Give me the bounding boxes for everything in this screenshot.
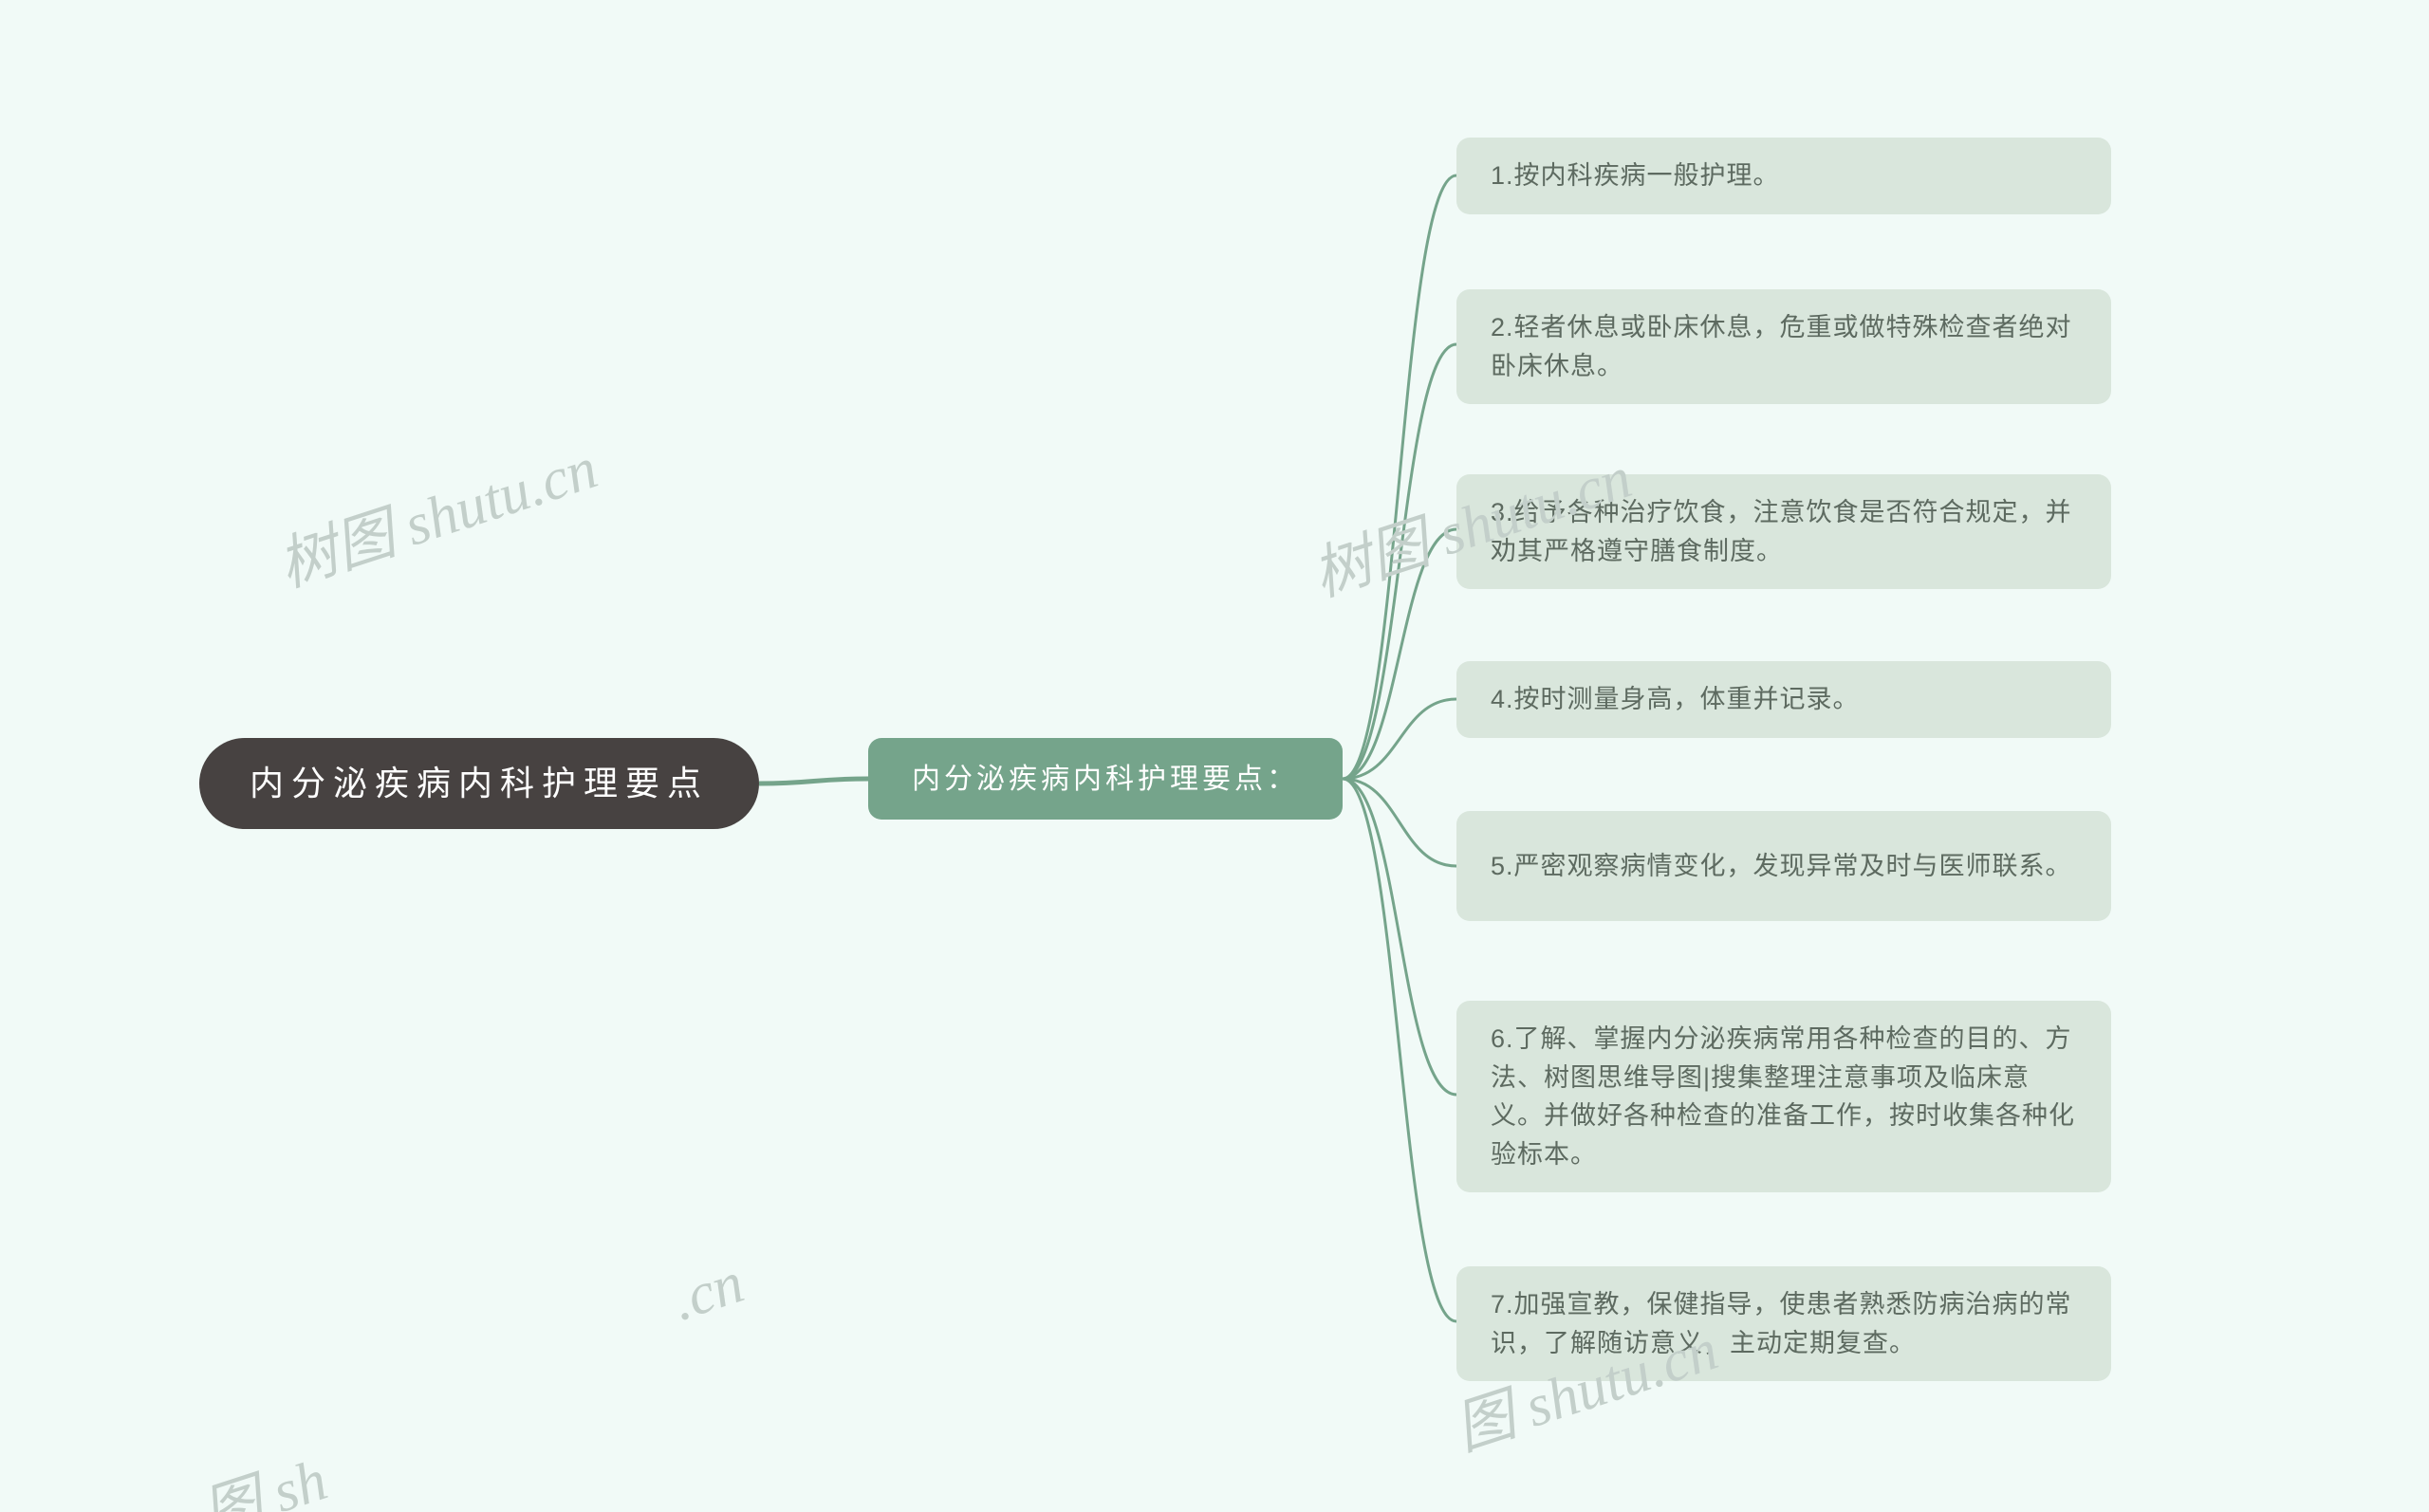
leaf-label: 3.给予各种治疗饮食，注意饮食是否符合规定，并劝其严格遵守膳食制度。: [1491, 493, 2077, 570]
leaf-label: 5.严密观察病情变化，发现异常及时与医师联系。: [1491, 847, 2072, 886]
mid-node: 内分泌疾病内科护理要点：: [868, 738, 1343, 820]
connector-mid-leaf: [1343, 779, 1456, 1321]
root-node: 内分泌疾病内科护理要点: [199, 738, 759, 829]
leaf-node: 7.加强宣教，保健指导，使患者熟悉防病治病的常识，了解随访意义，主动定期复查。: [1456, 1266, 2111, 1381]
connector-mid-leaf: [1343, 175, 1456, 779]
connector-root-mid: [759, 779, 868, 784]
leaf-node: 2.轻者休息或卧床休息，危重或做特殊检查者绝对卧床休息。: [1456, 289, 2111, 404]
leaf-label: 6.了解、掌握内分泌疾病常用各种检查的目的、方法、树图思维导图|搜集整理注意事项…: [1491, 1020, 2077, 1173]
connector-mid-leaf: [1343, 699, 1456, 779]
leaf-label: 7.加强宣教，保健指导，使患者熟悉防病治病的常识，了解随访意义，主动定期复查。: [1491, 1285, 2077, 1362]
leaf-node: 6.了解、掌握内分泌疾病常用各种检查的目的、方法、树图思维导图|搜集整理注意事项…: [1456, 1001, 2111, 1192]
mid-label: 内分泌疾病内科护理要点：: [912, 758, 1299, 801]
mindmap-canvas: 内分泌疾病内科护理要点 内分泌疾病内科护理要点： 1.按内科疾病一般护理。 2.轻…: [0, 0, 2429, 1512]
leaf-label: 4.按时测量身高，体重并记录。: [1491, 680, 1860, 719]
leaf-node: 4.按时测量身高，体重并记录。: [1456, 661, 2111, 738]
root-label: 内分泌疾病内科护理要点: [250, 758, 709, 809]
leaf-node: 1.按内科疾病一般护理。: [1456, 138, 2111, 214]
leaf-label: 2.轻者休息或卧床休息，危重或做特殊检查者绝对卧床休息。: [1491, 308, 2077, 385]
connector-mid-leaf: [1343, 344, 1456, 779]
leaf-label: 1.按内科疾病一般护理。: [1491, 157, 1780, 195]
leaf-node: 5.严密观察病情变化，发现异常及时与医师联系。: [1456, 811, 2111, 921]
leaf-node: 3.给予各种治疗饮食，注意饮食是否符合规定，并劝其严格遵守膳食制度。: [1456, 474, 2111, 589]
